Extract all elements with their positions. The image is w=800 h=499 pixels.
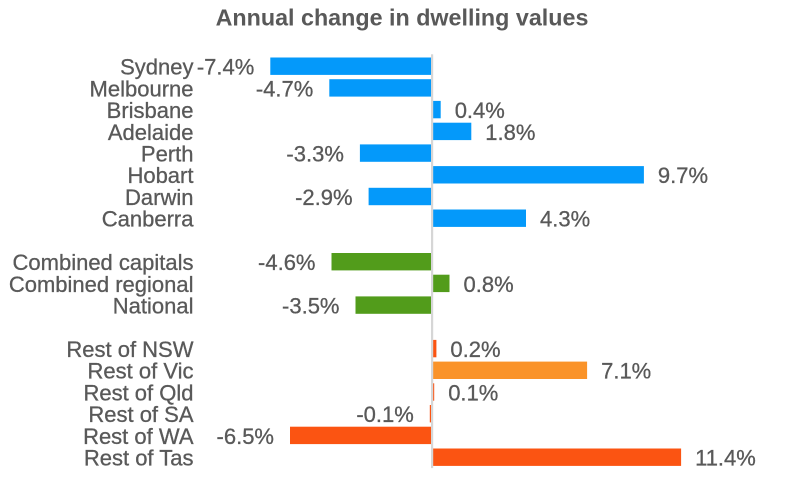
svg-text:0.4%: 0.4%: [455, 98, 505, 123]
svg-text:Annual change in dwelling valu: Annual change in dwelling values: [216, 4, 589, 30]
svg-text:0.8%: 0.8%: [464, 272, 514, 297]
svg-text:-4.6%: -4.6%: [258, 250, 315, 275]
svg-text:11.4%: 11.4%: [695, 446, 756, 471]
svg-text:-6.5%: -6.5%: [217, 424, 274, 449]
svg-text:-2.9%: -2.9%: [295, 185, 352, 210]
svg-text:National: National: [113, 294, 194, 319]
svg-text:-7.4%: -7.4%: [197, 55, 254, 80]
svg-text:0.1%: 0.1%: [448, 380, 498, 405]
svg-text:Sydney: Sydney: [120, 55, 193, 80]
svg-text:Canberra: Canberra: [102, 207, 194, 232]
svg-text:Melbourne: Melbourne: [90, 76, 194, 101]
svg-text:Rest of SA: Rest of SA: [88, 402, 193, 427]
svg-text:Rest of NSW: Rest of NSW: [66, 337, 193, 362]
svg-text:1.8%: 1.8%: [485, 120, 535, 145]
svg-text:Perth: Perth: [141, 142, 194, 167]
svg-text:9.7%: 9.7%: [658, 163, 708, 188]
svg-text:Rest of Tas: Rest of Tas: [84, 446, 194, 471]
svg-text:7.1%: 7.1%: [601, 359, 651, 384]
svg-text:Darwin: Darwin: [125, 185, 193, 210]
svg-text:Rest of Vic: Rest of Vic: [88, 359, 194, 384]
svg-text:Combined regional: Combined regional: [9, 272, 194, 297]
svg-text:4.3%: 4.3%: [540, 207, 590, 232]
svg-text:-3.3%: -3.3%: [286, 142, 343, 167]
svg-text:Rest of Qld: Rest of Qld: [83, 380, 193, 405]
svg-text:Combined capitals: Combined capitals: [13, 250, 194, 275]
svg-text:-3.5%: -3.5%: [282, 294, 339, 319]
svg-text:-4.7%: -4.7%: [256, 76, 313, 101]
svg-text:0.2%: 0.2%: [450, 337, 500, 362]
svg-text:Hobart: Hobart: [127, 163, 193, 188]
svg-text:-0.1%: -0.1%: [356, 402, 413, 427]
svg-text:Adelaide: Adelaide: [108, 120, 194, 145]
svg-text:Brisbane: Brisbane: [107, 98, 194, 123]
svg-text:Rest of WA: Rest of WA: [83, 424, 194, 449]
